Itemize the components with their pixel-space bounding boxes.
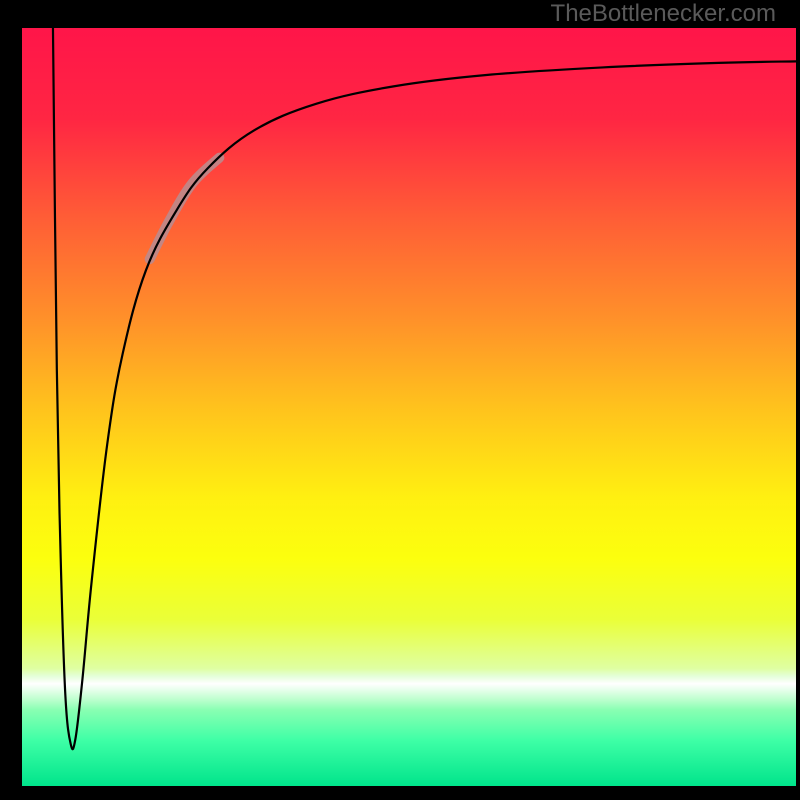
- bottleneck-chart: [0, 0, 800, 800]
- watermark-text: TheBottlenecker.com: [551, 0, 776, 28]
- chart-container: TheBottlenecker.com: [0, 0, 800, 800]
